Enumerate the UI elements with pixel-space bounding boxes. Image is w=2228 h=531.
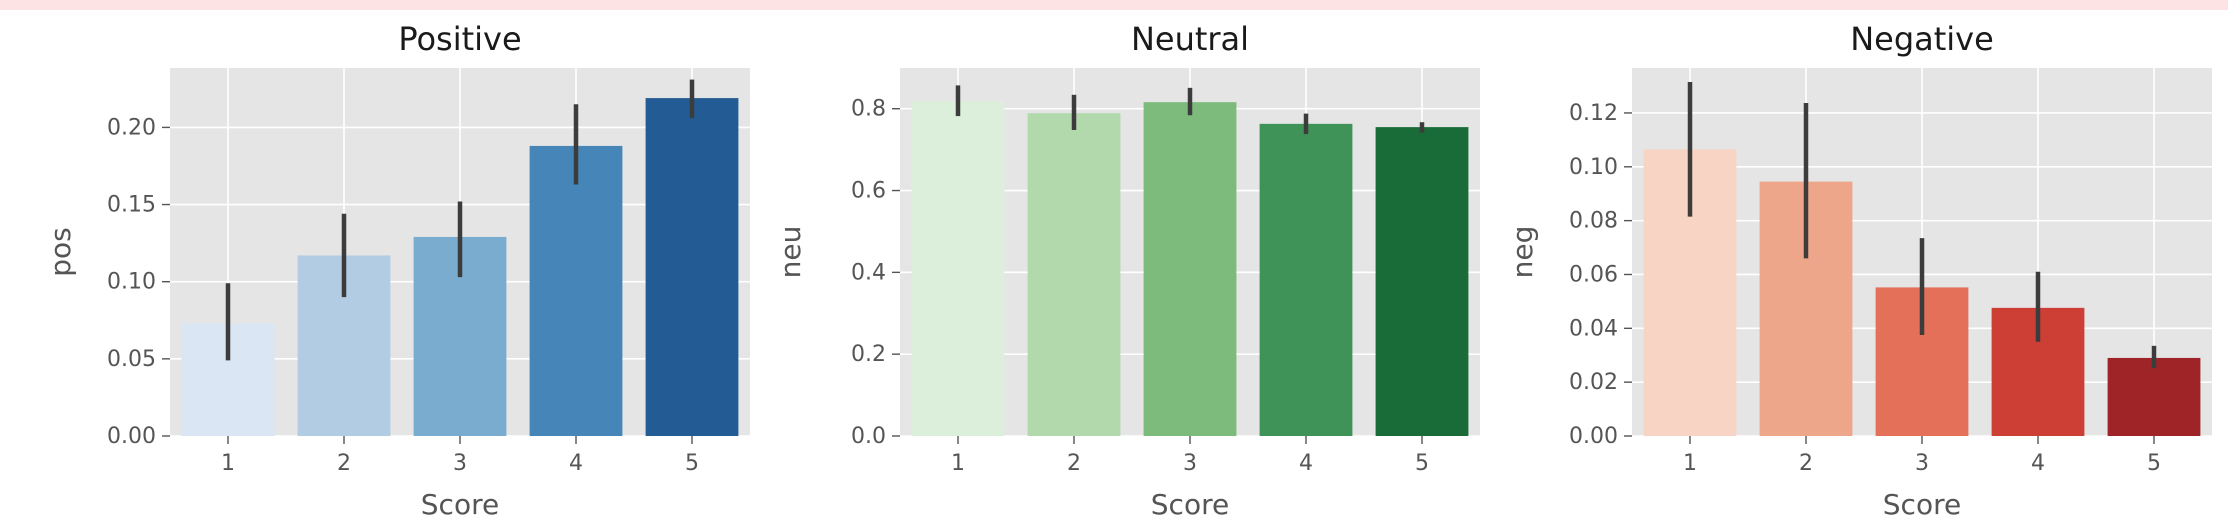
x-tick-label: 3 [1183,451,1197,476]
x-tick-label: 2 [337,451,351,476]
y-tick-label: 0.05 [107,347,156,372]
y-axis-label: neu [774,226,807,279]
x-tick-label: 4 [2031,451,2045,476]
y-tick-label: 0.20 [107,115,156,140]
x-tick-label: 5 [685,451,699,476]
x-axis-label: Score [1151,488,1229,521]
x-axis-label: Score [1883,488,1961,521]
x-tick-label: 2 [1799,451,1813,476]
bar-2 [1027,113,1121,436]
bar-1 [911,101,1005,437]
y-tick-label: 0.02 [1569,370,1618,395]
y-tick-label: 0.10 [107,270,156,295]
y-tick-label: 0.6 [851,179,886,204]
y-tick-label: 0.04 [1569,316,1618,341]
x-tick-label: 2 [1067,451,1081,476]
bar-3 [1143,102,1237,437]
y-tick-label: 0.12 [1569,101,1618,126]
x-tick-label: 5 [2147,451,2161,476]
x-tick-label: 4 [1299,451,1313,476]
y-tick-label: 0.00 [107,424,156,449]
y-tick-label: 0.0 [851,424,886,449]
x-tick-label: 4 [569,451,583,476]
y-tick-label: 0.06 [1569,262,1618,287]
bar-4 [1259,123,1353,436]
y-tick-label: 0.00 [1569,424,1618,449]
bar-5 [2107,357,2201,436]
x-axis-label: Score [421,488,499,521]
chart-title: Neutral [1131,20,1249,58]
y-tick-label: 0.4 [851,260,886,285]
x-tick-label: 1 [221,451,235,476]
bar-5 [1375,127,1469,437]
x-tick-label: 1 [951,451,965,476]
y-axis-label: neg [1506,226,1539,279]
bar-4 [529,145,623,436]
chart-title: Negative [1850,20,1994,58]
y-axis-label: pos [44,227,77,277]
y-tick-label: 0.8 [851,97,886,122]
y-tick-label: 0.10 [1569,155,1618,180]
x-tick-label: 1 [1683,451,1697,476]
chart-title: Positive [398,20,521,58]
x-tick-label: 5 [1415,451,1429,476]
y-tick-label: 0.15 [107,193,156,218]
x-tick-label: 3 [453,451,467,476]
warning-output-strip [0,0,2228,10]
y-tick-label: 0.08 [1569,209,1618,234]
bar-5 [645,98,739,437]
y-tick-label: 0.2 [851,342,886,367]
x-tick-label: 3 [1915,451,1929,476]
